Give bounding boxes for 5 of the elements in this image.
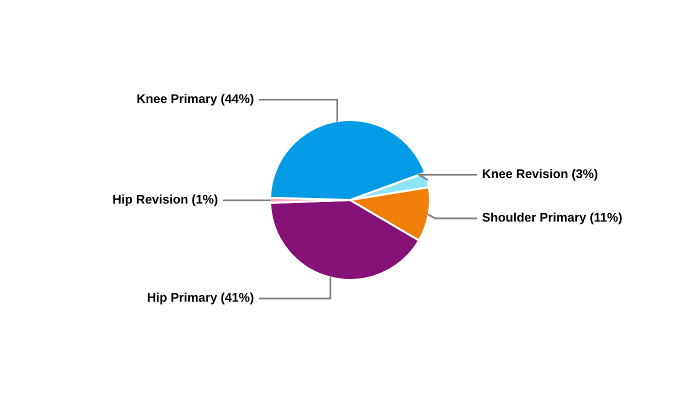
slice-label: Hip Primary (41%)	[148, 292, 254, 304]
slice-label: Knee Revision (3%)	[482, 168, 598, 181]
slice-label: Knee Primary (44%)	[137, 94, 254, 106]
slice-label: Hip Revision (1%)	[113, 194, 218, 206]
slice-label: Shoulder Primary (11%)	[482, 212, 622, 224]
